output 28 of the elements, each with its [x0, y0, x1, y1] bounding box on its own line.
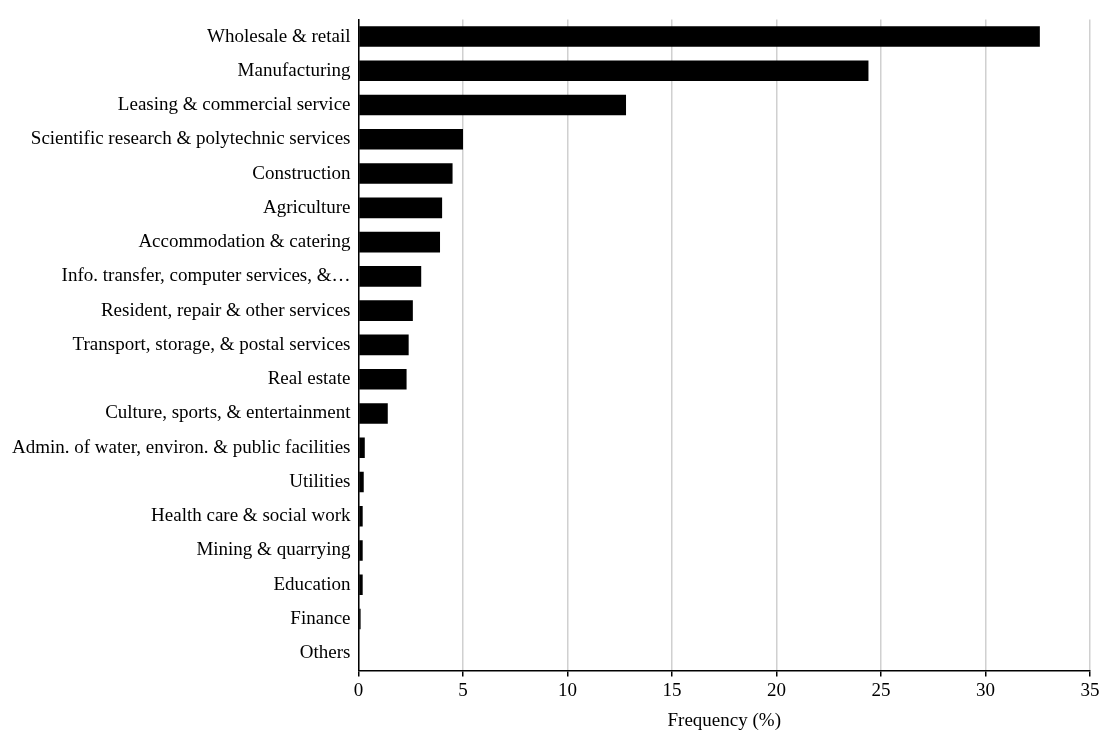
x-tick-label: 5 [458, 678, 468, 700]
y-tick-label: Education [273, 572, 352, 594]
y-tick-label: Agriculture [262, 195, 351, 217]
y-tick-label: Finance [290, 606, 351, 628]
y-tick-label: Health care & social work [151, 504, 352, 526]
x-tick-label: 0 [353, 678, 364, 700]
y-tick-label: Info. transfer, computer services, &… [61, 264, 351, 286]
x-tick-label: 25 [871, 678, 891, 700]
x-tick-label: 10 [558, 678, 578, 700]
x-tick-label: 30 [976, 678, 995, 700]
y-tick-label: Culture, sports, & entertainment [105, 401, 352, 423]
x-tick-label: 15 [662, 678, 682, 700]
y-tick-label: Construction [252, 161, 351, 183]
y-tick-label: Wholesale & retail [207, 24, 351, 46]
y-tick-label: Leasing & commercial service [117, 93, 351, 115]
x-tick-label: 35 [1080, 678, 1100, 700]
y-tick-label: Manufacturing [237, 58, 352, 80]
y-tick-label: Transport, storage, & postal services [72, 332, 351, 354]
y-tick-label: Mining & quarrying [196, 538, 351, 560]
y-tick-label: Utilities [289, 469, 351, 491]
y-tick-label: Accommodation & catering [138, 230, 351, 252]
y-tick-label: Real estate [267, 367, 351, 389]
y-tick-label: Others [299, 641, 351, 663]
x-tick-label: 20 [767, 678, 787, 700]
y-tick-label: Resident, repair & other services [100, 298, 351, 320]
x-axis-title: Frequency (%) [667, 708, 781, 731]
y-tick-label: Admin. of water, environ. & public facilities [12, 435, 351, 457]
y-tick-label: Scientific research & polytechnic services [30, 127, 351, 149]
